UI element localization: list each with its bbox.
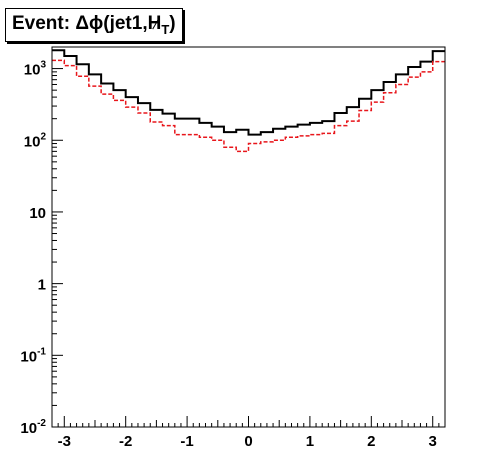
x-tick-label: -3: [58, 433, 71, 450]
title-slashed-symbol: H: [147, 13, 162, 35]
x-tick-label: -1: [180, 433, 193, 450]
plot-frame: [51, 46, 446, 428]
x-tick-label: 3: [429, 433, 437, 450]
x-tick-label: 0: [244, 433, 252, 450]
title-prefix: Event:: [12, 13, 76, 35]
chart-title: Event: Δϕ(jet1,HT): [12, 13, 176, 37]
y-tick-label: 102: [24, 131, 47, 150]
series-line-1: [52, 49, 445, 136]
chart-title-box: Event: Δϕ(jet1,HT): [5, 8, 183, 42]
title-suffix: ): [169, 13, 176, 35]
x-tick-label: -2: [119, 433, 132, 450]
x-tick-label: 1: [306, 433, 314, 450]
y-tick-label: 10-1: [20, 346, 46, 365]
series-layer: [52, 49, 445, 153]
y-tick-label: 1: [38, 277, 46, 294]
x-tick-label: 2: [367, 433, 375, 450]
y-tick-label: 103: [24, 60, 47, 79]
axes-layer: -3 -2 -1 0 1 2 3 10-2 10-1 1 10 102 103: [20, 46, 446, 450]
title-delta-phi: Δϕ(jet1,: [75, 13, 148, 35]
title-subscript: T: [161, 21, 170, 37]
series-line-2: [52, 59, 445, 153]
y-tick-label: 10-2: [20, 418, 46, 437]
y-tick-label: 10: [29, 205, 46, 222]
